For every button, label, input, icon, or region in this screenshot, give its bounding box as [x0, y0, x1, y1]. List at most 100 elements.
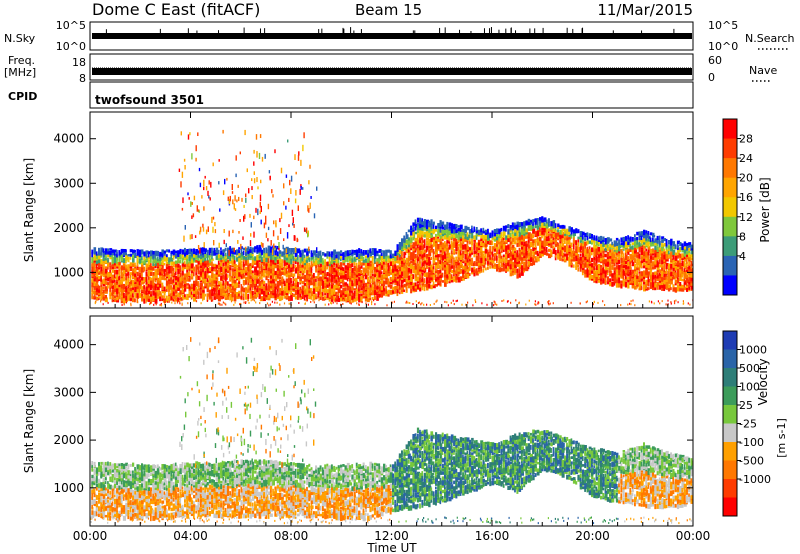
range-cell	[681, 268, 684, 274]
range-cell	[316, 247, 318, 254]
range-cell	[480, 246, 483, 252]
range-cell	[251, 291, 254, 296]
range-cell	[199, 252, 203, 256]
range-cell	[484, 261, 487, 265]
range-cell	[541, 252, 545, 257]
range-cell	[446, 301, 448, 304]
range-cell	[462, 258, 464, 262]
range-cell	[299, 293, 302, 298]
range-cell	[634, 252, 637, 258]
range-cell	[618, 265, 621, 270]
range-cell	[528, 299, 530, 302]
range-cell	[330, 275, 334, 281]
range-cell	[475, 250, 478, 254]
range-cell	[577, 264, 580, 268]
range-cell	[649, 276, 653, 281]
range-cell	[462, 273, 464, 278]
range-cell	[159, 265, 162, 269]
range-cell	[403, 254, 406, 258]
range-cell	[681, 248, 685, 253]
range-cell	[168, 295, 171, 301]
range-cell	[405, 264, 408, 268]
range-cell	[342, 293, 346, 298]
range-cell	[342, 278, 345, 284]
range-cell	[532, 249, 535, 254]
range-cell	[346, 295, 350, 302]
range-cell	[193, 285, 196, 291]
range-cell	[548, 220, 550, 226]
range-cell	[373, 266, 377, 272]
range-cell	[177, 263, 180, 268]
range-cell	[507, 233, 510, 239]
range-cell	[276, 280, 280, 286]
range-cell	[667, 248, 671, 251]
range-cell	[509, 268, 512, 273]
range-cell	[507, 244, 510, 250]
range-cell	[686, 261, 688, 267]
range-cell	[297, 281, 299, 288]
range-cell	[439, 227, 442, 233]
range-cell	[100, 275, 103, 279]
range-cell	[600, 242, 602, 246]
range-cell	[122, 251, 126, 256]
range-cell	[534, 231, 538, 237]
range-cell	[335, 291, 338, 295]
range-cell	[143, 268, 146, 272]
range-cell	[518, 269, 521, 274]
range-cell	[303, 227, 306, 232]
range-cell	[383, 262, 385, 267]
range-cell	[288, 274, 291, 279]
range-cell	[613, 252, 616, 258]
range-cell	[319, 250, 322, 256]
range-cell	[190, 291, 193, 295]
range-cell	[502, 239, 505, 244]
cpid-label: CPID	[8, 90, 37, 103]
range-cell	[389, 258, 392, 262]
range-cell	[197, 257, 200, 262]
range-cell	[378, 280, 382, 284]
range-cell	[255, 301, 257, 304]
range-cell	[676, 242, 679, 249]
range-cell	[299, 188, 301, 195]
range-cell	[163, 255, 166, 259]
range-cell	[231, 257, 235, 262]
range-cell	[419, 255, 422, 259]
range-cell	[236, 274, 239, 280]
range-cell	[163, 277, 167, 281]
range-cell	[349, 298, 351, 304]
range-cell	[180, 299, 182, 302]
range-cell	[95, 284, 99, 289]
range-cell	[308, 249, 311, 254]
range-cell	[337, 280, 340, 285]
range-cell	[649, 284, 653, 289]
range-cell	[344, 287, 347, 291]
range-cell	[609, 266, 612, 272]
range-cell	[154, 293, 158, 299]
range-cell	[674, 260, 677, 266]
range-cell	[392, 268, 396, 273]
range-cell	[602, 277, 605, 281]
range-cell	[285, 246, 289, 252]
range-cell	[215, 288, 218, 294]
range-cell	[258, 281, 262, 287]
range-cell	[138, 282, 141, 286]
range-cell	[204, 268, 208, 271]
range-cell	[396, 267, 399, 272]
range-cell	[475, 255, 479, 261]
range-cell	[396, 275, 400, 279]
range-cell	[679, 261, 681, 265]
range-cell	[186, 293, 190, 298]
range-cell	[609, 263, 612, 267]
range-cell	[549, 302, 551, 305]
range-cell	[649, 264, 652, 270]
range-cell	[416, 230, 419, 236]
range-cell	[170, 290, 174, 296]
range-cell	[334, 300, 336, 303]
range-cell	[681, 287, 685, 292]
range-cell	[500, 232, 503, 237]
range-cell	[337, 285, 340, 289]
range-cell	[150, 250, 154, 256]
range-cell	[159, 295, 162, 302]
range-cell	[258, 265, 261, 269]
range-cell	[168, 257, 172, 263]
